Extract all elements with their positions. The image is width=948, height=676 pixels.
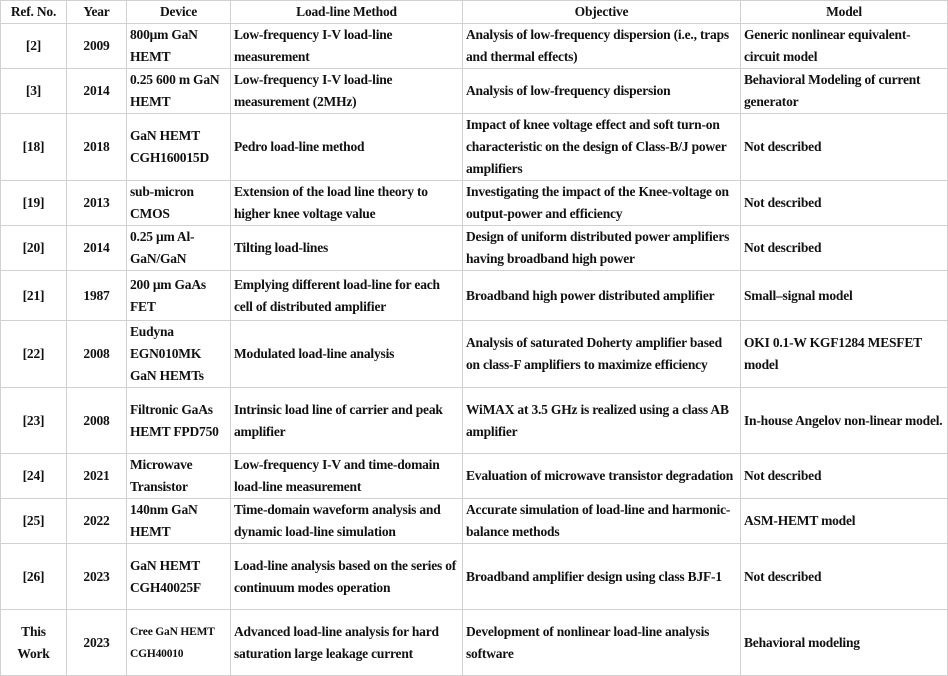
cell-model: Not described: [740, 225, 948, 271]
cell-objective: Broadband high power distributed amplifi…: [462, 270, 741, 321]
cell-objective: Analysis of low-frequency dispersion (i.…: [462, 23, 741, 69]
table-row: [23] 2008 Filtronic GaAs HEMT FPD750 Intrin…: [0, 387, 948, 454]
cell-method: Low-frequency I-V and time-domain load-l…: [230, 453, 463, 499]
cell-model: OKI 0.1-W KGF1284 MESFET model: [740, 320, 948, 388]
header-ref: Ref. No.: [0, 0, 67, 24]
cell-year: 2022: [66, 498, 127, 544]
cell-model: ASM-HEMT model: [740, 498, 948, 544]
cell-model: Not described: [740, 180, 948, 226]
cell-year: 2021: [66, 453, 127, 499]
cell-objective: Design of uniform distributed power ampl…: [462, 225, 741, 271]
cell-year: 2023: [66, 609, 127, 676]
cell-year: 2018: [66, 113, 127, 181]
cell-ref: [20]: [0, 225, 67, 271]
cell-method: Time-domain waveform analysis and dynami…: [230, 498, 463, 544]
cell-ref: This Work: [0, 609, 67, 676]
cell-objective: Analysis of low-frequency dispersion: [462, 68, 741, 114]
cell-model: Behavioral Modeling of current generator: [740, 68, 948, 114]
table-row: [24] 2021 Microwave Transistor Low-frequenc…: [0, 453, 948, 499]
cell-method: Pedro load-line method: [230, 113, 463, 181]
cell-model: Small–signal model: [740, 270, 948, 321]
cell-device: GaN HEMT CGH40025F: [126, 543, 231, 610]
header-device: Device: [126, 0, 231, 24]
cell-ref: [22]: [0, 320, 67, 388]
cell-device: sub-micron CMOS: [126, 180, 231, 226]
cell-method: Extension of the load line theory to hig…: [230, 180, 463, 226]
cell-method: Low-frequency I-V load-line measurement …: [230, 68, 463, 114]
cell-model: Not described: [740, 113, 948, 181]
header-row: Ref. No. Year Device Load-line Method Ob…: [0, 0, 948, 24]
cell-method: Load-line analysis based on the series o…: [230, 543, 463, 610]
cell-objective: Investigating the impact of the Knee-vol…: [462, 180, 741, 226]
cell-objective: WiMAX at 3.5 GHz is realized using a cla…: [462, 387, 741, 454]
cell-model: Not described: [740, 453, 948, 499]
header-method: Load-line Method: [230, 0, 463, 24]
cell-model: Not described: [740, 543, 948, 610]
cell-device: 200 μm GaAs FET: [126, 270, 231, 321]
cell-method: Low-frequency I-V load-line measurement: [230, 23, 463, 69]
cell-ref: [18]: [0, 113, 67, 181]
header-year: Year: [66, 0, 127, 24]
cell-ref: [25]: [0, 498, 67, 544]
cell-method: Modulated load-line analysis: [230, 320, 463, 388]
table-row: [3] 2014 0.25 600 m GaN HEMT Low-frequency …: [0, 68, 948, 114]
cell-objective: Evaluation of microwave transistor degra…: [462, 453, 741, 499]
cell-objective: Impact of knee voltage effect and soft t…: [462, 113, 741, 181]
cell-year: 2014: [66, 225, 127, 271]
table-row: [26] 2023 GaN HEMT CGH40025F Load-line anal…: [0, 543, 948, 610]
cell-ref: [21]: [0, 270, 67, 321]
table-row: [25] 2022 140nm GaN HEMT Time-domain wavefo…: [0, 498, 948, 544]
cell-device: GaN HEMT CGH160015D: [126, 113, 231, 181]
cell-year: 2013: [66, 180, 127, 226]
cell-device: Cree GaN HEMT CGH40010: [126, 609, 231, 676]
table-row: [2] 2009 800μm GaN HEMT Low-frequency I-V l…: [0, 23, 948, 69]
cell-device: Microwave Transistor: [126, 453, 231, 499]
cell-year: 2014: [66, 68, 127, 114]
table-row: [19] 2013 sub-micron CMOS Extension of the …: [0, 180, 948, 226]
cell-method: Intrinsic load line of carrier and peak …: [230, 387, 463, 454]
cell-objective: Development of nonlinear load-line analy…: [462, 609, 741, 676]
header-objective: Objective: [462, 0, 741, 24]
cell-ref: [3]: [0, 68, 67, 114]
cell-method: Emplying different load-line for each ce…: [230, 270, 463, 321]
cell-year: 2009: [66, 23, 127, 69]
cell-ref: [24]: [0, 453, 67, 499]
cell-device: 800μm GaN HEMT: [126, 23, 231, 69]
cell-model: In-house Angelov non-linear model.: [740, 387, 948, 454]
table-row: This Work 2023 Cree GaN HEMT CGH40010 Advan…: [0, 609, 948, 676]
table-row: [18] 2018 GaN HEMT CGH160015D Pedro load-li…: [0, 113, 948, 181]
cell-method: Tilting load-lines: [230, 225, 463, 271]
table-row: [20] 2014 0.25 μm Al-GaN/GaN Tilting load-l…: [0, 225, 948, 271]
table-row: [22] 2008 Eudyna EGN010MK GaN HEMTs Modulat…: [0, 320, 948, 388]
cell-ref: [23]: [0, 387, 67, 454]
header-model: Model: [740, 0, 948, 24]
cell-ref: [26]: [0, 543, 67, 610]
table-row: [21] 1987 200 μm GaAs FET Emplying differen…: [0, 270, 948, 321]
cell-year: 2008: [66, 320, 127, 388]
cell-objective: Analysis of saturated Doherty amplifier …: [462, 320, 741, 388]
cell-year: 2008: [66, 387, 127, 454]
cell-method: Advanced load-line analysis for hard sat…: [230, 609, 463, 676]
cell-year: 2023: [66, 543, 127, 610]
cell-device: 0.25 μm Al-GaN/GaN: [126, 225, 231, 271]
cell-model: Generic nonlinear equivalent-circuit mod…: [740, 23, 948, 69]
cell-objective: Broadband amplifier design using class B…: [462, 543, 741, 610]
cell-device: 0.25 600 m GaN HEMT: [126, 68, 231, 114]
cell-device: Eudyna EGN010MK GaN HEMTs: [126, 320, 231, 388]
cell-objective: Accurate simulation of load-line and har…: [462, 498, 741, 544]
cell-device: 140nm GaN HEMT: [126, 498, 231, 544]
cell-device: Filtronic GaAs HEMT FPD750: [126, 387, 231, 454]
cell-year: 1987: [66, 270, 127, 321]
cell-ref: [19]: [0, 180, 67, 226]
cell-model: Behavioral modeling: [740, 609, 948, 676]
cell-ref: [2]: [0, 23, 67, 69]
